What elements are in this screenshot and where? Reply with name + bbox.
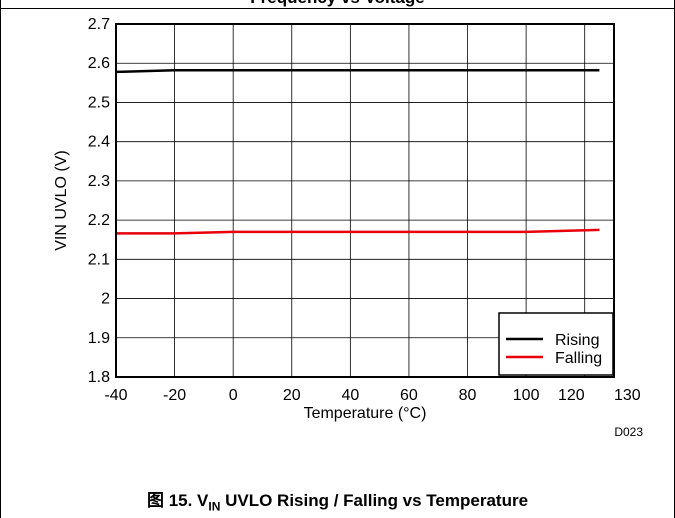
plot-border xyxy=(115,23,615,378)
legend: Rising Falling xyxy=(498,312,614,376)
caption-text: UVLO Rising / Falling vs Temperature xyxy=(220,491,529,510)
y-tick-label-9: 2.7 xyxy=(88,16,110,33)
caption-subscript: IN xyxy=(208,499,221,514)
x-tick-label-0: -40 xyxy=(104,387,127,404)
legend-label-rising: Rising xyxy=(555,332,599,349)
y-tick-labels: 1.8 1.9 2 2.1 2.2 2.3 2.4 2.5 2.6 2.7 xyxy=(88,16,110,386)
x-tick-label-3: 20 xyxy=(283,387,301,404)
y-tick-label-4: 2.2 xyxy=(88,212,110,229)
x-tick-label-7: 100 xyxy=(513,387,540,404)
caption-prefix: 图 15. V xyxy=(146,491,209,510)
y-tick-label-8: 2.6 xyxy=(88,55,110,72)
x-tick-labels: -40 -20 0 20 40 60 80 100 120 130 xyxy=(104,387,640,404)
y-tick-label-6: 2.4 xyxy=(88,134,110,151)
x-tick-label-8: 120 xyxy=(558,387,585,404)
series-line-falling xyxy=(116,228,600,235)
x-tick-label-6: 80 xyxy=(459,387,477,404)
x-tick-label-5: 60 xyxy=(400,387,418,404)
chart: -40 -20 0 20 40 60 80 100 120 130 1.8 1.9 2 2.1 2.2 2.… xyxy=(53,16,643,439)
legend-box xyxy=(498,312,614,376)
y-axis-label: VIN UVLO (V) xyxy=(53,150,70,250)
y-tick-label-3: 2.1 xyxy=(88,251,110,268)
y-tick-label-7: 2.5 xyxy=(88,94,110,111)
partial-title: Frequency vs Voltage xyxy=(0,0,675,8)
legend-label-falling: Falling xyxy=(555,350,602,367)
chart-code: D023 xyxy=(614,425,643,439)
x-tick-label-1: -20 xyxy=(163,387,186,404)
x-tick-label-2: 0 xyxy=(229,387,238,404)
x-tick-label-9: 130 xyxy=(614,387,641,404)
y-tick-label-0: 1.8 xyxy=(88,369,110,386)
frame-left-border xyxy=(0,0,1,518)
series-layer xyxy=(115,69,600,235)
figure-caption: 图 15. VIN UVLO Rising / Falling vs Tempe… xyxy=(0,486,675,513)
x-tick-label-4: 40 xyxy=(341,387,359,404)
x-axis-label: Temperature (°C) xyxy=(304,405,427,422)
y-tick-label-5: 2.3 xyxy=(88,173,110,190)
frame-top-border xyxy=(0,8,675,9)
series-line-rising xyxy=(115,69,600,74)
y-tick-label-2: 2 xyxy=(101,291,110,308)
y-tick-label-1: 1.9 xyxy=(88,330,110,347)
